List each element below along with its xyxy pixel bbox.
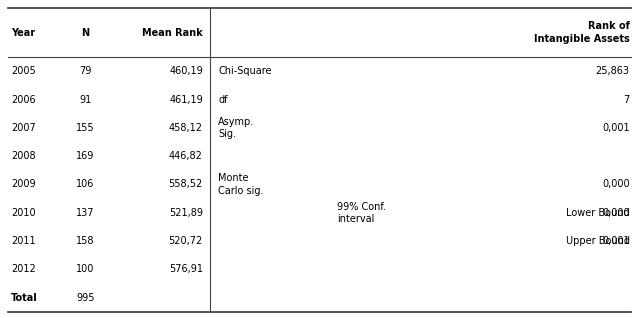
Text: Chi-Square: Chi-Square [218, 66, 271, 76]
Text: 995: 995 [76, 293, 95, 302]
Text: 2009: 2009 [11, 179, 36, 190]
Text: 2012: 2012 [11, 264, 36, 274]
Text: Lower Bound: Lower Bound [566, 208, 629, 218]
Text: 520,72: 520,72 [169, 236, 203, 246]
Text: Mean Rank: Mean Rank [142, 28, 203, 38]
Text: 91: 91 [79, 95, 92, 105]
Text: Monte
Carlo sig.: Monte Carlo sig. [218, 173, 264, 196]
Text: df: df [218, 95, 228, 105]
Text: 2005: 2005 [11, 66, 36, 76]
Text: 100: 100 [77, 264, 94, 274]
Text: Upper Bound: Upper Bound [566, 236, 630, 246]
Text: 7: 7 [623, 95, 630, 105]
Text: 576,91: 576,91 [169, 264, 203, 274]
Text: 0,001: 0,001 [602, 236, 630, 246]
Text: 137: 137 [76, 208, 95, 218]
Text: Asymp.
Sig.: Asymp. Sig. [218, 117, 254, 139]
Text: 446,82: 446,82 [169, 151, 203, 161]
Text: 558,52: 558,52 [169, 179, 203, 190]
Text: 25,863: 25,863 [595, 66, 630, 76]
Text: 106: 106 [77, 179, 94, 190]
Text: Rank of
Intangible Assets: Rank of Intangible Assets [534, 21, 630, 44]
Text: 2007: 2007 [11, 123, 36, 133]
Text: 0,000: 0,000 [602, 208, 630, 218]
Text: 460,19: 460,19 [169, 66, 203, 76]
Text: N: N [82, 28, 89, 38]
Text: 2011: 2011 [11, 236, 36, 246]
Text: 99% Conf.
interval: 99% Conf. interval [337, 202, 386, 224]
Text: 2008: 2008 [11, 151, 36, 161]
Text: 2010: 2010 [11, 208, 36, 218]
Text: 169: 169 [77, 151, 94, 161]
Text: 0,001: 0,001 [602, 123, 630, 133]
Text: Total: Total [11, 293, 37, 302]
Text: 2006: 2006 [11, 95, 36, 105]
Text: 461,19: 461,19 [169, 95, 203, 105]
Text: 79: 79 [79, 66, 92, 76]
Text: 458,12: 458,12 [169, 123, 203, 133]
Text: Year: Year [11, 28, 35, 38]
Text: 0,000: 0,000 [602, 179, 630, 190]
Text: 158: 158 [76, 236, 95, 246]
Text: 155: 155 [76, 123, 95, 133]
Text: 521,89: 521,89 [169, 208, 203, 218]
